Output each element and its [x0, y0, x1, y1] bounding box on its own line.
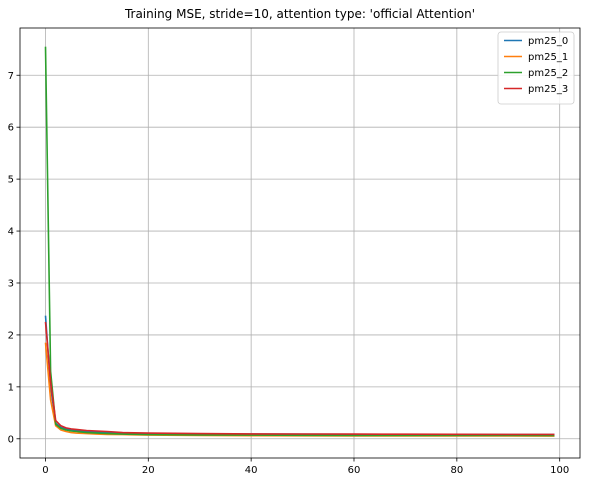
y-tick-label: 0	[8, 434, 14, 445]
legend-box	[497, 31, 575, 105]
legend-label-pm25_0: pm25_0	[528, 36, 568, 47]
y-tick-label: 1	[8, 382, 14, 393]
axis-ticks: 0 20 40 60 80 100 0 1 2 3 4 5 6 7	[8, 71, 570, 476]
y-tick-label: 3	[8, 278, 14, 289]
series-line-pm25_2	[44, 46, 555, 437]
series-line-pm25_0	[44, 315, 555, 436]
x-tick-label: 20	[142, 465, 155, 476]
y-tick-label: 2	[8, 330, 14, 341]
legend-label-pm25_1: pm25_1	[528, 52, 568, 63]
plot-frame	[19, 27, 581, 459]
series-line-pm25_3	[44, 321, 555, 436]
series-line-pm25_1	[44, 342, 555, 437]
chart-title: Training MSE, stride=10, attention type:…	[124, 7, 475, 21]
x-tick-label: 60	[348, 465, 361, 476]
x-tick-label: 80	[450, 465, 463, 476]
x-tick-label: 40	[245, 465, 258, 476]
x-tick-label: 0	[42, 465, 48, 476]
legend-label-pm25_2: pm25_2	[528, 68, 568, 79]
legend: pm25_0 pm25_1 pm25_2 pm25_3	[497, 31, 575, 105]
series-layer	[44, 46, 555, 437]
y-tick-label: 7	[8, 71, 14, 82]
x-tick-label: 100	[550, 465, 569, 476]
y-tick-label: 4	[8, 227, 14, 238]
y-tick-label: 5	[8, 175, 14, 186]
y-tick-label: 6	[8, 123, 14, 134]
legend-label-pm25_3: pm25_3	[528, 84, 568, 95]
grid	[20, 28, 580, 458]
